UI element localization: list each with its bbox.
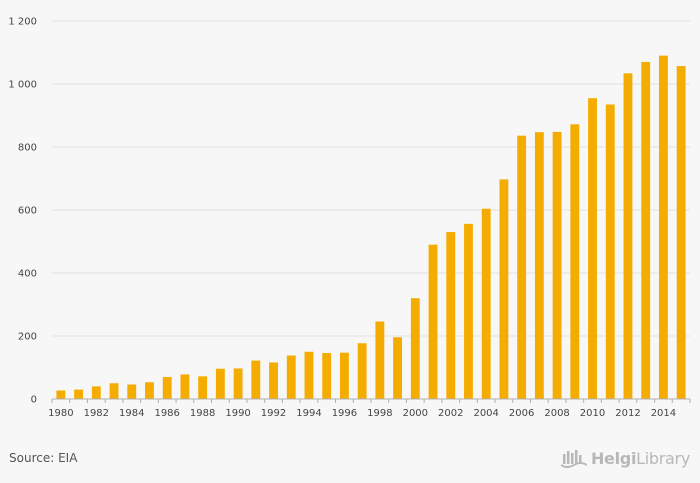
- bar-1985: [145, 382, 154, 399]
- bar-2004: [481, 208, 491, 399]
- x-tick-label: 1996: [332, 408, 357, 419]
- x-tick-label: 1982: [84, 408, 109, 419]
- source-note: Source: EIA: [9, 451, 78, 465]
- x-tick-label: 2004: [473, 408, 498, 419]
- logo-wordmark-bold: Helgi: [590, 448, 637, 468]
- x-tick-label: 1998: [367, 408, 392, 419]
- bar-2011: [605, 104, 615, 399]
- y-tick-label: 400: [18, 269, 37, 280]
- bar-1987: [180, 374, 190, 399]
- bar-1994: [304, 351, 314, 399]
- bar-1996: [339, 352, 349, 399]
- bar-2005: [499, 179, 509, 399]
- bar-1981: [74, 389, 84, 399]
- x-tick-label: 1992: [261, 408, 286, 419]
- bar-1988: [198, 376, 208, 399]
- gridlines: [52, 20, 690, 337]
- bar-1993: [286, 355, 296, 399]
- x-tick-label: 1986: [154, 408, 179, 419]
- bar-1999: [393, 337, 403, 399]
- bar-2014: [658, 55, 668, 400]
- y-tick-label: 0: [31, 395, 37, 406]
- bar-1995: [322, 353, 332, 399]
- bar-2006: [517, 135, 527, 399]
- bar-2015: [676, 66, 686, 400]
- bar-1989: [215, 368, 225, 399]
- x-tick-label: 2000: [403, 408, 428, 419]
- bar-1990: [233, 368, 243, 399]
- bar-1986: [162, 376, 172, 399]
- y-tick-label: 1 200: [8, 17, 37, 28]
- bar-chart: 0 200 400 600 800 1 000 1 200 1980 1982 1984 1986…: [8, 17, 691, 419]
- bar-2012: [623, 73, 633, 399]
- y-tick-label: 800: [18, 143, 37, 154]
- bar-2013: [641, 61, 651, 399]
- x-tick-label: 2008: [544, 408, 569, 419]
- bar-1992: [269, 362, 278, 399]
- x-tick-label: 1990: [225, 408, 250, 419]
- logo-wordmark: HelgiLibrary: [591, 449, 690, 468]
- bar-2000: [410, 298, 420, 399]
- bar-1984: [127, 384, 137, 399]
- bars: [56, 55, 686, 400]
- bar-2009: [570, 124, 580, 399]
- bar-1982: [91, 386, 101, 399]
- bar-2001: [428, 244, 438, 399]
- x-tick-label: 2012: [615, 408, 640, 419]
- y-tick-label: 1 000: [8, 80, 37, 91]
- bar-1983: [109, 383, 119, 399]
- bar-1980: [56, 390, 66, 399]
- bar-2010: [588, 98, 597, 400]
- x-tick-label: 1984: [119, 408, 144, 419]
- helgi-library-logo-icon: [560, 450, 587, 468]
- logo-wordmark-light: Library: [636, 448, 690, 468]
- x-tick-label: 1980: [48, 408, 73, 419]
- bar-1991: [251, 360, 261, 399]
- x-tick-label: 1988: [190, 408, 215, 419]
- x-tick-label: 1994: [296, 408, 321, 419]
- y-tick-label: 200: [18, 332, 37, 343]
- x-tick-label: 2010: [580, 408, 605, 419]
- x-tick-label: 2006: [509, 408, 534, 419]
- x-tick-label: 2002: [438, 408, 463, 419]
- bar-2002: [446, 232, 456, 399]
- x-tick-label: 2014: [651, 408, 676, 419]
- x-axis-ticks: 1980 1982 1984 1986 1988 1990 1992 1994 1996 1998…: [48, 399, 691, 419]
- helgi-library-logo: HelgiLibrary: [560, 448, 690, 468]
- bar-1997: [357, 343, 367, 399]
- bar-2008: [552, 131, 562, 399]
- y-axis-ticks: 0 200 400 600 800 1 000 1 200: [8, 17, 37, 406]
- bar-2003: [464, 223, 473, 399]
- y-tick-label: 600: [18, 206, 37, 217]
- bar-2007: [534, 132, 544, 399]
- bar-1998: [375, 321, 385, 399]
